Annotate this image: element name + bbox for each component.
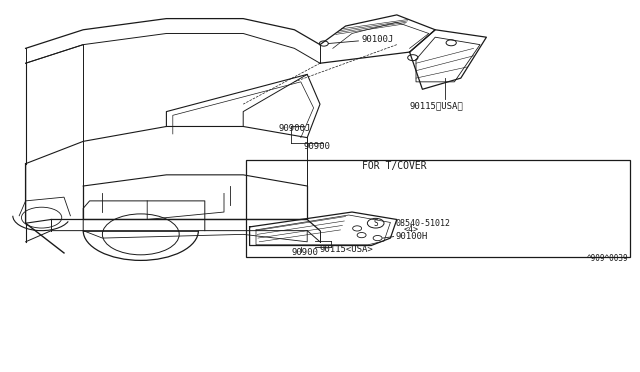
Text: ^909^0039: ^909^0039 [587, 254, 628, 263]
Text: <4>: <4> [403, 225, 418, 234]
Text: 08540-51012: 08540-51012 [396, 219, 451, 228]
Text: 90115〈USA〉: 90115〈USA〉 [410, 102, 463, 110]
Text: 90100H: 90100H [396, 232, 428, 241]
Text: 90100J: 90100J [362, 35, 394, 44]
Bar [246, 160, 630, 257]
Text: 90900: 90900 [291, 248, 318, 257]
Text: 90900J: 90900J [278, 124, 310, 133]
Text: S: S [373, 219, 378, 228]
Text: FOR T/COVER: FOR T/COVER [362, 161, 426, 170]
Text: 90115<USA>: 90115<USA> [320, 245, 374, 254]
Text: 90900: 90900 [304, 142, 331, 151]
